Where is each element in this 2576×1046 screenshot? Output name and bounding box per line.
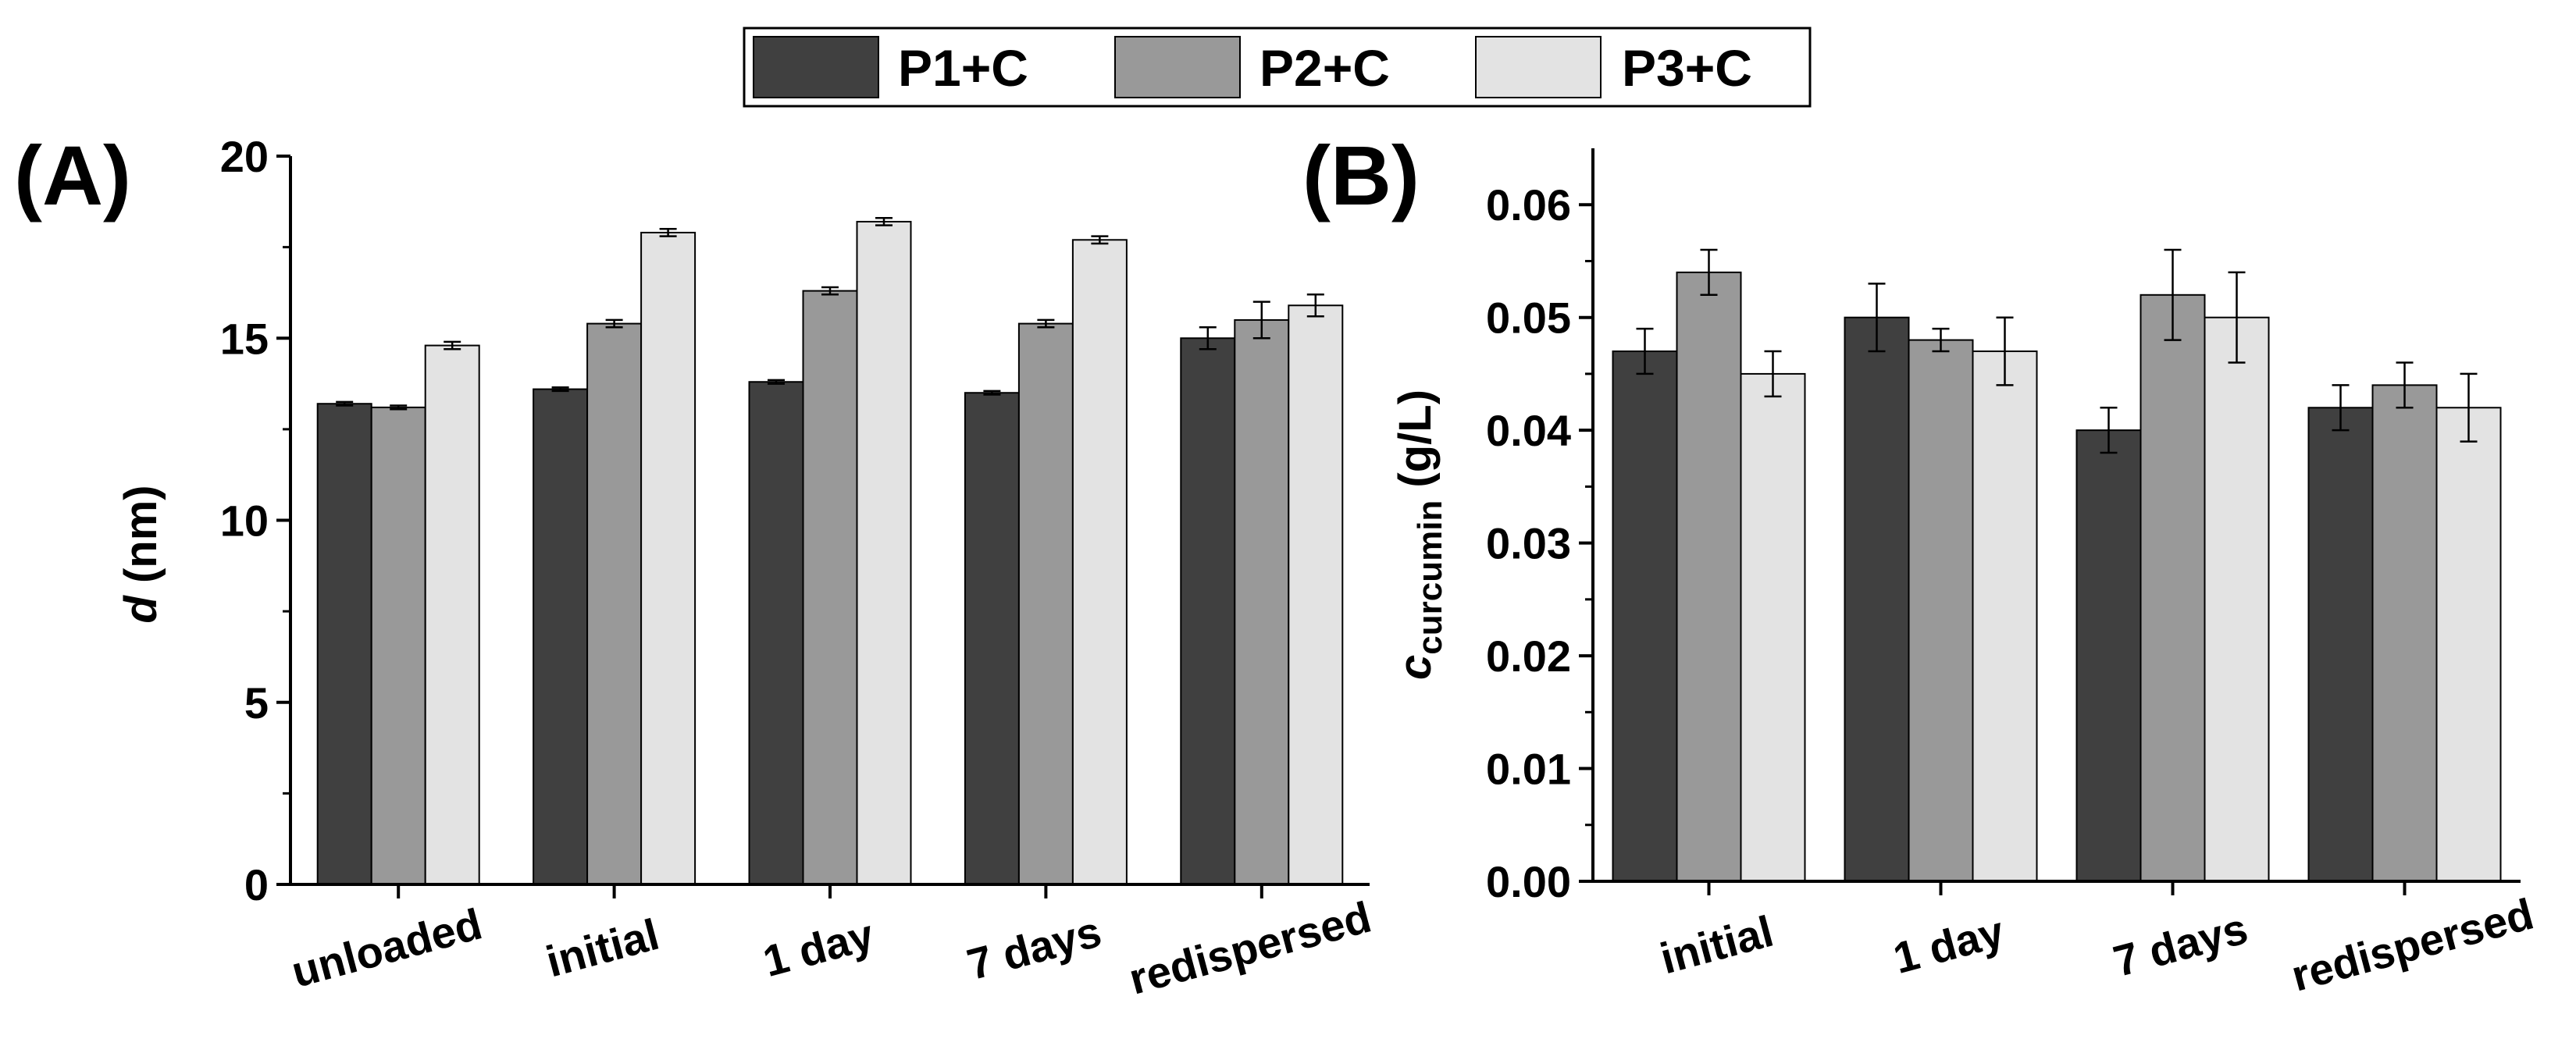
panel-a-category-label: 7 days [962,906,1106,989]
panel-b-bar [1740,372,1806,882]
panel-b-bar [1612,350,1678,882]
panel-b-bar [2371,384,2438,883]
panel-a-bar [1180,337,1236,885]
panel-a-bar [964,392,1020,886]
panel-b-bar [1844,316,1910,882]
panel-b-y-tick-label: 0.05 [1486,294,1571,343]
legend-swatch-p1 [753,36,879,98]
panel-a-bar [1288,304,1344,885]
panel-a-category-label: initial [541,909,664,987]
panel-a-category-label: unloaded [287,899,487,997]
panel-b-y-tick-label: 0.03 [1486,519,1571,568]
panel-a-y-tick-label: 15 [220,314,269,363]
panel-a-category-label: redispersed [1124,892,1376,1004]
panel-a-bar [748,381,804,886]
legend-swatch-p2 [1114,36,1241,98]
panel-a-bar [640,231,697,885]
legend: P1+C P2+C P3+C [743,27,1812,108]
panel-b-bar [2140,294,2206,882]
legend-frame [743,27,1812,108]
panel-a-y-tick-label: 0 [244,860,269,909]
panel-b-y-tick-label: 0.06 [1486,180,1571,229]
panel-a-label: (A) [14,128,131,222]
panel-b-y-tick-label: 0.04 [1486,406,1571,455]
panel-b-bar [2435,407,2502,882]
panel-a-bar [856,220,912,886]
legend-label-p3: P3+C [1622,39,1752,97]
panel-a-y-tick-label: 10 [220,496,269,546]
panel-a-bar [1234,318,1290,885]
panel-a-bar [533,388,589,885]
panel-b-y-tick-label: 0.01 [1486,745,1571,794]
legend-label-p1: P1+C [898,39,1028,97]
panel-a-bar [370,406,426,885]
panel-b: (B) ccurcumin (g/L) 0.00 0.01 0.02 0.03 0.04… [1302,128,2539,1001]
panel-a-y-axis-title: d (nm) [116,485,166,623]
panel-b-y-axis-title: ccurcumin (g/L) [1390,390,1449,680]
panel-b-category-label: 1 day [1888,906,2009,983]
panel-b-bar [2204,316,2270,882]
panel-b-category-label: initial [1655,906,1779,984]
panel-a-plot: 0 5 10 15 20 unloaded initial 1 day 7 days redisp… [220,132,1377,1004]
panel-b-label: (B) [1302,128,1420,222]
panel-b-plot: 0.00 0.01 0.02 0.03 0.04 0.05 0.06 initial 1 day… [1486,148,2539,1001]
panel-a-bar [1071,239,1128,886]
panel-a-y-tick-label: 5 [244,678,269,728]
panel-a-bar [802,290,858,886]
panel-b-category-label: 7 days [2108,903,2253,986]
legend-label-p2: P2+C [1259,39,1390,97]
panel-a-category-label: 1 day [758,909,879,986]
panel-a-bar [424,344,480,885]
panel-a-bar [586,322,643,885]
panel-a: (A) d (nm) 0 5 10 15 20 unloaded initial 1 day 7… [14,128,1376,1004]
legend-swatch-p3 [1475,36,1602,98]
panel-b-category-label: redispersed [2286,889,2539,1001]
panel-b-bar [2307,407,2374,882]
panel-b-y-tick-label: 0.02 [1486,632,1571,681]
panel-b-bar [2075,429,2142,882]
panel-a-bar [316,403,372,885]
panel-b-y-tick-label: 0.00 [1486,857,1571,906]
panel-b-bar [1972,350,2038,882]
panel-b-bar [1908,339,1974,883]
panel-a-y-tick-label: 20 [220,132,269,181]
panel-a-bar [1017,322,1074,885]
panel-b-bar [1676,271,1742,882]
